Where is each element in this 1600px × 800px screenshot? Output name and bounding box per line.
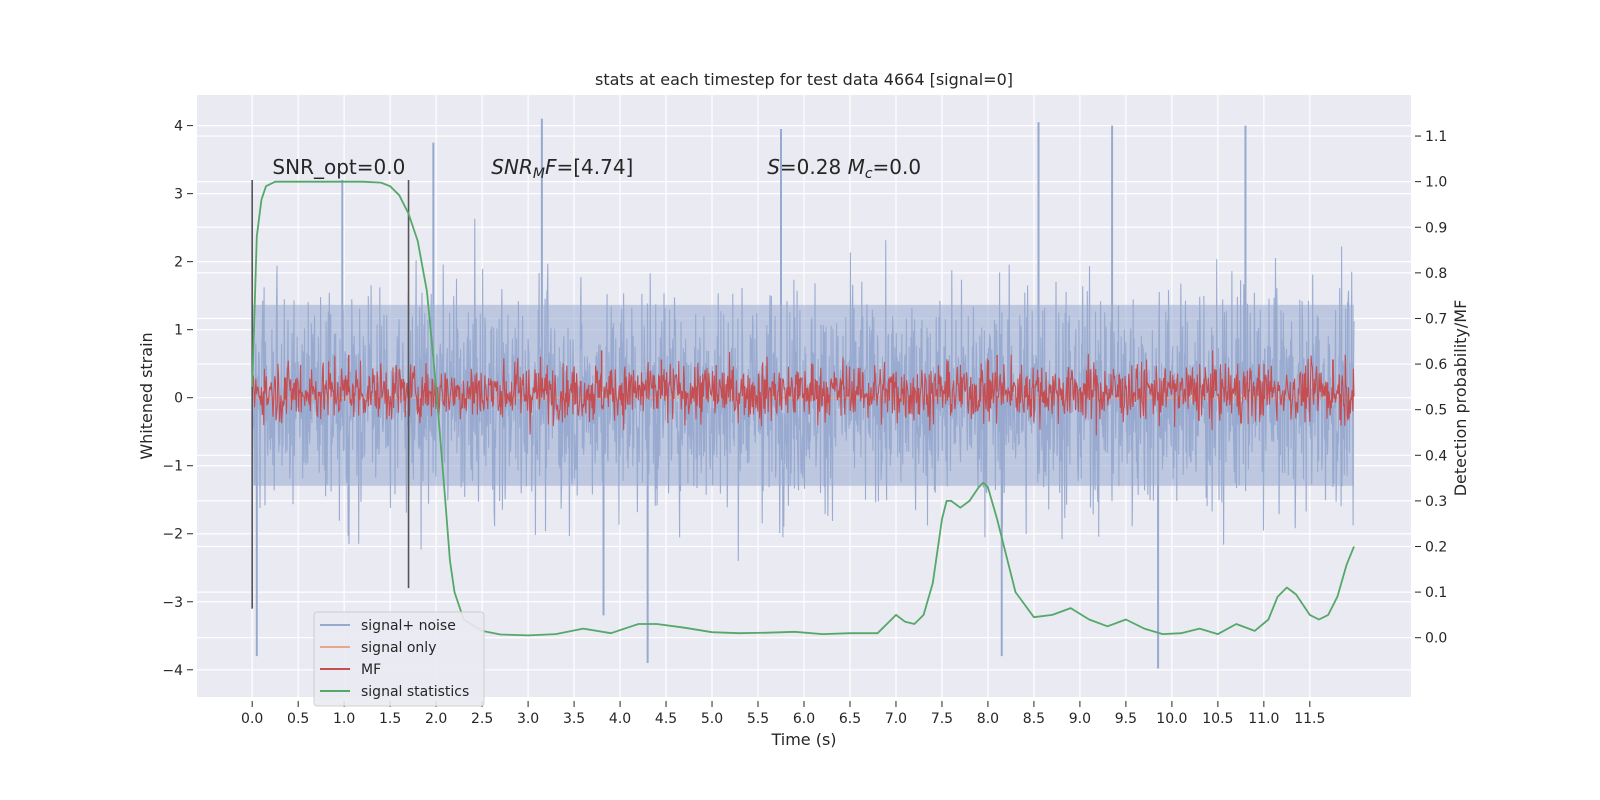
annotations: SNR_opt=0.0 SNRMF=[4.74] S=0.28 Mc=0.0 <box>272 155 921 182</box>
legend-label: signal+ noise <box>361 618 456 634</box>
y-left-tick-label: 3 <box>174 187 183 203</box>
x-tick-label: 3.0 <box>517 711 539 727</box>
x-tick-label: 0.5 <box>287 711 309 727</box>
y-left-tick-label: −3 <box>162 595 183 611</box>
y-right-tick-label: 1.0 <box>1425 175 1447 191</box>
legend: signal+ noise signal only MF signal statist… <box>313 611 485 707</box>
y-right-tick-label: 0.7 <box>1425 311 1447 327</box>
legend-box <box>313 611 485 707</box>
annotation-part: =0.28 <box>780 155 848 179</box>
y-axis-left-label: Whitened strain <box>137 332 156 459</box>
x-tick-label: 3.5 <box>563 711 585 727</box>
x-tick-label: 2.5 <box>471 711 493 727</box>
x-tick-label: 8.0 <box>977 711 999 727</box>
annotation-part: M <box>848 155 865 179</box>
annotation-snr_opt: SNR_opt=0.0 <box>272 155 405 179</box>
x-tick-label: 4.5 <box>655 711 677 727</box>
x-tick-label: 8.5 <box>1023 711 1045 727</box>
y-right-tick-label: 0.5 <box>1425 403 1447 419</box>
signal-statistics-line <box>251 180 1355 637</box>
x-tick-label: 7.5 <box>931 711 953 727</box>
annotation-part: F <box>545 155 557 179</box>
y-right-tick-label: 0.9 <box>1425 220 1447 236</box>
x-tick-label: 2.0 <box>425 711 447 727</box>
y-left-tick-label: −4 <box>162 663 183 679</box>
y-left-tick-label: 1 <box>174 323 183 339</box>
legend-label: signal only <box>361 640 436 656</box>
y-right-tick-label: 0.3 <box>1425 494 1447 510</box>
chart-title: stats at each timestep for test data 466… <box>595 70 1013 89</box>
x-tick-label: 9.5 <box>1115 711 1137 727</box>
y-right-tick-label: 0.6 <box>1425 357 1447 373</box>
mf-trace <box>251 350 1355 436</box>
y-right-tick-label: 0.8 <box>1425 266 1447 282</box>
y-right-tick-label: 0.2 <box>1425 540 1447 556</box>
x-axis-label: Time (s) <box>770 730 836 749</box>
y-axis-right-label: Detection probability/MF <box>1451 300 1470 497</box>
axes: 0.0 0.5 1.0 1.5 2.0 2.5 3.0 3.5 4.0 4.5 5.0 5.5 6.0 6… <box>162 119 1447 727</box>
annotation-part: c <box>865 166 873 182</box>
annotation-part: S <box>767 155 780 179</box>
y-right-tick-label: 1.1 <box>1425 129 1447 145</box>
x-tick-label: 6.5 <box>839 711 861 727</box>
x-tick-label: 10.5 <box>1202 711 1233 727</box>
x-tick-label: 9.0 <box>1069 711 1091 727</box>
annotation-part: =0.0 <box>873 155 922 179</box>
y-right-tick-label: 0.4 <box>1425 448 1447 464</box>
y-right-tick-label: 0.1 <box>1425 585 1447 601</box>
x-tick-label: 6.0 <box>793 711 815 727</box>
legend-label: MF <box>361 662 381 678</box>
annotation-part: SNR <box>491 155 533 179</box>
x-tick-label: 4.0 <box>609 711 631 727</box>
y-left-tick-label: −1 <box>162 459 183 475</box>
legend-label: signal statistics <box>361 684 469 700</box>
y-left-tick-label: 2 <box>174 255 183 271</box>
annotation-snr_mf: SNRMF=[4.74] <box>491 155 633 182</box>
x-tick-label: 7.0 <box>885 711 907 727</box>
series-signal-statistics <box>251 180 1355 637</box>
x-tick-label: 5.5 <box>747 711 769 727</box>
annotation-part: M <box>533 166 545 182</box>
series-mf <box>251 350 1355 436</box>
x-tick-label: 1.0 <box>333 711 355 727</box>
y-left-tick-label: −2 <box>162 527 183 543</box>
annotation-part: =[4.74] <box>556 155 633 179</box>
x-tick-label: 11.5 <box>1294 711 1325 727</box>
x-tick-label: 10.0 <box>1156 711 1187 727</box>
y-left-tick-label: 4 <box>174 119 183 135</box>
x-tick-label: 1.5 <box>379 711 401 727</box>
x-tick-label: 11.0 <box>1248 711 1279 727</box>
y-right-tick-label: 0.0 <box>1425 631 1447 647</box>
y-left-tick-label: 0 <box>174 391 183 407</box>
x-tick-label: 0.0 <box>241 711 263 727</box>
annotation-part: SNR_opt=0.0 <box>272 155 405 179</box>
x-tick-label: 5.0 <box>701 711 723 727</box>
annotation-s_mc: S=0.28 Mc=0.0 <box>767 155 921 182</box>
vertical-markers <box>251 180 410 609</box>
